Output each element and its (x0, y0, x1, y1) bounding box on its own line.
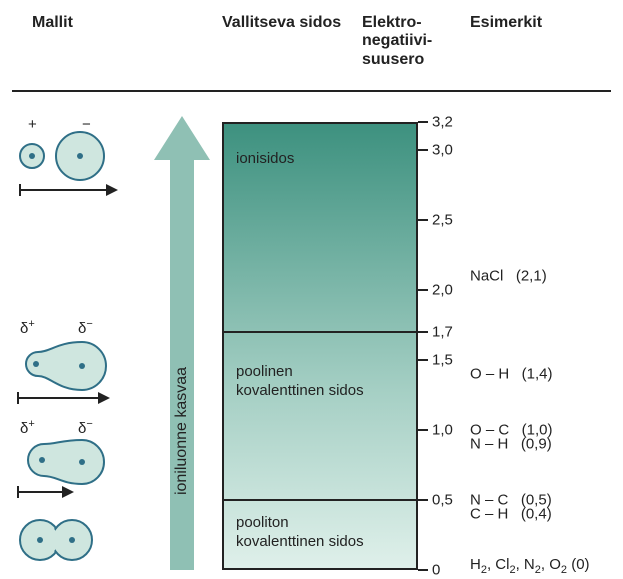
example-entry: O – H (1,4) (470, 366, 620, 383)
scale-tick-label: 1,7 (432, 324, 472, 341)
scale-tick (418, 569, 428, 571)
example-entry: NaCl (2,1) (470, 268, 620, 285)
arrow-label: ioniluonne kasvaa (173, 367, 191, 495)
scale-tick (418, 359, 428, 361)
header-bond: Vallitseva sidos (222, 14, 341, 32)
region-label: ionisidos (236, 150, 416, 169)
header-examples: Esimerkit (470, 14, 542, 32)
scale-tick-label: 0 (432, 562, 472, 579)
example-entry: N – H (0,9) (470, 436, 620, 453)
region-label: pooliton kovalenttinen sidos (236, 514, 416, 552)
delta-plus-1: δ+ (20, 318, 35, 337)
scale-tick-label: 1,5 (432, 352, 472, 369)
polar-model-1-icon (10, 336, 140, 406)
scale-tick (418, 289, 428, 291)
scale-tick-label: 2,5 (432, 212, 472, 229)
bond-scale-box (222, 122, 418, 570)
example-entry: C – H (0,4) (470, 506, 620, 523)
arrow-shaft-icon (170, 156, 194, 570)
example-entry: H2, Cl2, N2, O2 (0) (470, 556, 620, 576)
scale-tick (418, 331, 428, 333)
delta-minus-1: δ− (78, 318, 93, 337)
ionic-character-arrow: ioniluonne kasvaa (160, 116, 204, 570)
region-label: poolinen kovalenttinen sidos (236, 363, 416, 401)
ionic-model-icon (14, 130, 134, 200)
scale-tick (418, 499, 428, 501)
arrow-head-icon (154, 116, 210, 160)
delta-minus-2: δ− (78, 418, 93, 437)
header-models: Mallit (32, 14, 73, 32)
header-electronegativity: Elektro- negatiivi- suusero (362, 14, 432, 69)
polar-model-2-icon (10, 436, 140, 502)
header-rule (12, 90, 611, 92)
scale-tick (418, 429, 428, 431)
region-divider (222, 499, 418, 501)
scale-tick-label: 2,0 (432, 282, 472, 299)
region-divider (222, 331, 418, 333)
scale-tick-label: 3,2 (432, 114, 472, 131)
scale-tick (418, 121, 428, 123)
scale-tick (418, 219, 428, 221)
delta-plus-2: δ+ (20, 418, 35, 437)
scale-tick-label: 1,0 (432, 422, 472, 439)
scale-tick-label: 3,0 (432, 142, 472, 159)
scale-tick-label: 0,5 (432, 492, 472, 509)
nonpolar-model-icon (10, 516, 130, 566)
scale-tick (418, 149, 428, 151)
